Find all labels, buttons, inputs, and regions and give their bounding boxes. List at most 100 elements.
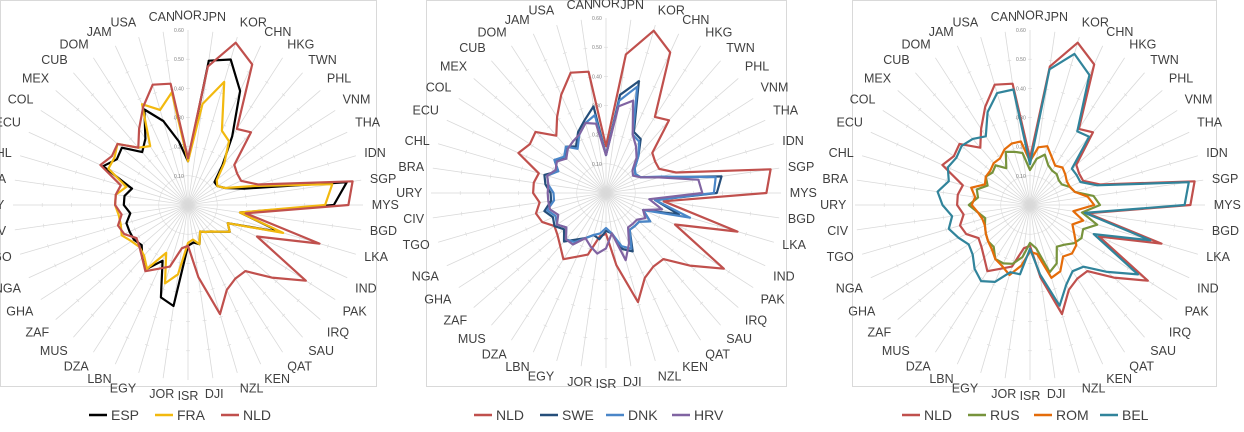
- category-label-jor: JOR: [567, 375, 592, 389]
- axis-tick-mark: [1126, 140, 1130, 144]
- category-label-civ: CIV: [0, 224, 7, 238]
- axis-tick-mark: [651, 118, 656, 121]
- legend-label: RUS: [990, 407, 1020, 423]
- axis-tick-mark: [327, 161, 329, 166]
- axis-tick-mark: [148, 247, 152, 251]
- axis-tick-mark: [1094, 260, 1098, 264]
- axis-tick-mark: [702, 254, 706, 258]
- axis-tick-mark: [215, 194, 217, 199]
- category-label-bra: BRA: [398, 160, 424, 174]
- axis-tick-mark: [216, 198, 218, 203]
- axis-tick-mark: [144, 344, 149, 346]
- axis-tick-mark: [640, 271, 645, 274]
- axis-tick-mark: [616, 165, 621, 168]
- axis-tick-mark: [266, 166, 269, 171]
- category-label-egy: EGY: [110, 381, 137, 395]
- axis-tick-mark: [525, 227, 528, 232]
- axis-tick-mark: [962, 260, 966, 264]
- category-label-sau: SAU: [308, 344, 334, 358]
- axis-tick-mark: [720, 207, 723, 212]
- axis-tick-mark: [271, 178, 273, 183]
- category-label-mex: MEX: [22, 72, 50, 86]
- legend-item-nld: NLD: [902, 407, 952, 423]
- axis-tick-mark: [541, 93, 545, 97]
- axis-tick-mark: [506, 128, 510, 132]
- axis-tick-mark: [234, 310, 239, 313]
- axis-tick-mark: [1015, 177, 1020, 180]
- category-label-ind: IND: [773, 269, 795, 283]
- category-label-chn: CHN: [1106, 25, 1133, 39]
- category-label-mus: MUS: [458, 332, 486, 346]
- axis-tick-mark: [699, 301, 704, 305]
- axis-tick-mark: [918, 107, 922, 112]
- category-label-cub: CUB: [459, 41, 485, 55]
- axis-tick-mark: [634, 195, 636, 200]
- category-label-kor: KOR: [658, 4, 685, 18]
- category-label-hkg: HKG: [1129, 37, 1156, 51]
- axis-tick-mark: [571, 80, 576, 82]
- axis-tick-mark: [587, 136, 592, 138]
- axis-tick-mark: [745, 149, 747, 154]
- axis-tick-mark: [1003, 120, 1008, 122]
- axis-tick-mark: [645, 332, 650, 334]
- axis-tick-mark: [538, 248, 542, 252]
- legend-label: SWE: [562, 407, 594, 423]
- category-label-vnm: VNM: [1185, 93, 1213, 107]
- axis-tick-mark: [967, 336, 972, 339]
- axis-tick-mark: [1076, 310, 1081, 313]
- legend-label: HRV: [694, 407, 724, 423]
- axis-tick-mark: [1036, 232, 1041, 234]
- axis-tick-mark: [616, 279, 621, 281]
- axis-tick-mark: [692, 203, 694, 208]
- axis-tick-mark: [137, 310, 142, 313]
- axis-tick-mark: [749, 211, 751, 216]
- category-label-ury: URY: [0, 198, 5, 212]
- axis-tick-mark: [1052, 288, 1057, 290]
- category-label-nor: NOR: [592, 0, 620, 10]
- axis-tick-mark: [930, 266, 934, 270]
- axis-tick-mark: [1123, 313, 1128, 317]
- axis-tick-mark: [153, 316, 158, 318]
- axis-tick-mark: [633, 199, 635, 204]
- axis-tick-mark: [1015, 291, 1020, 293]
- axis-tick-mark: [472, 130, 475, 135]
- tick-label: 0.20: [174, 145, 184, 151]
- axis-tick-mark: [274, 190, 276, 195]
- category-label-isr: ISR: [1020, 389, 1041, 403]
- axis-tick-mark: [1052, 256, 1057, 260]
- axis-tick-mark: [493, 158, 495, 163]
- legend-label: NLD: [243, 407, 271, 423]
- axis-tick-mark: [737, 130, 740, 135]
- axis-tick-mark: [88, 140, 92, 144]
- axis-tick-mark: [692, 267, 696, 272]
- axis-tick-mark: [684, 154, 687, 159]
- legend-item-esp: ESP: [89, 407, 139, 423]
- category-label-mys: MYS: [790, 186, 817, 200]
- axis-tick-mark: [1064, 124, 1069, 127]
- axis-tick-mark: [1135, 251, 1138, 256]
- legend-label: ROM: [1056, 407, 1089, 423]
- category-label-mex: MEX: [440, 60, 468, 74]
- axis-tick-mark: [210, 288, 215, 290]
- axis-tick-mark: [1006, 184, 1010, 188]
- category-label-can: CAN: [567, 0, 593, 12]
- category-label-usa: USA: [528, 4, 554, 18]
- axis-tick-mark: [1058, 198, 1060, 203]
- axis-tick-mark: [667, 93, 671, 97]
- axis-tick-mark: [996, 252, 1001, 256]
- axis-tick-mark: [1053, 218, 1056, 223]
- axis-tick-mark: [1032, 233, 1037, 235]
- axis-tick-mark: [107, 80, 111, 84]
- axis-tick-mark: [1052, 120, 1057, 122]
- axis-tick-mark: [1116, 215, 1118, 220]
- axis-tick-mark: [562, 332, 567, 334]
- category-label-qat: QAT: [1129, 360, 1154, 374]
- axis-tick-mark: [1069, 344, 1074, 346]
- axis-tick-mark: [489, 207, 492, 212]
- axis-tick-mark: [1043, 179, 1048, 182]
- axis-tick-mark: [560, 153, 564, 157]
- axis-tick-mark: [678, 143, 681, 148]
- legend-label: FRA: [177, 407, 206, 423]
- series-line-bel: [936, 52, 1190, 307]
- category-label-hkg: HKG: [287, 37, 314, 51]
